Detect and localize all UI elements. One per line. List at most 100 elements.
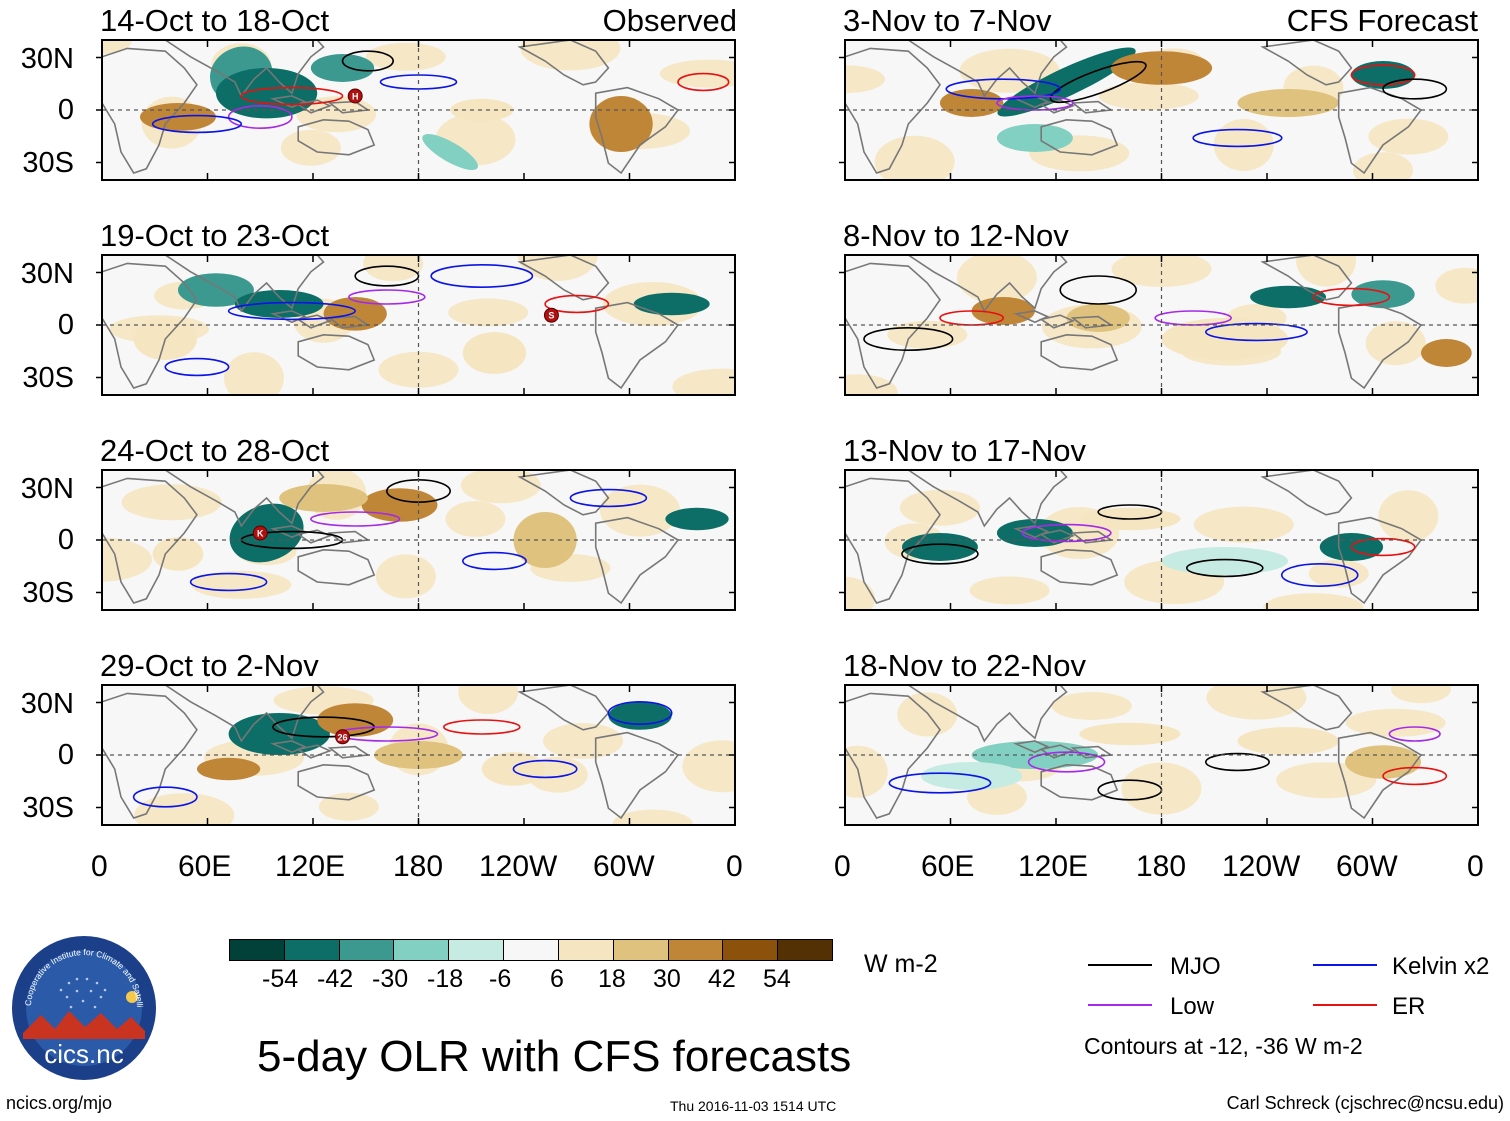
observed-map-panel [102, 685, 735, 825]
lon-label-0: 0 [91, 850, 108, 883]
coastline [1040, 548, 1119, 586]
lon-label-120e: 120E [1018, 850, 1089, 883]
coastline [1260, 685, 1353, 731]
coastline [1039, 744, 1076, 759]
coastline [906, 40, 1068, 98]
olr-anomaly-field [318, 792, 379, 821]
olr-anomaly-field [897, 692, 958, 737]
olr-anomaly-blob [633, 292, 710, 316]
lon-label-60w: 60W [1336, 850, 1398, 883]
observed-map-panel [102, 40, 735, 180]
coastline [270, 740, 307, 754]
coastline [1040, 118, 1119, 156]
olr-anomaly-field [363, 255, 424, 282]
lat-label-eq: 0 [57, 94, 74, 126]
filter-contour-er [939, 310, 1005, 326]
olr-anomaly-field [1368, 118, 1449, 155]
olr-anomaly-field [612, 809, 693, 825]
colorbar-swatch [449, 940, 505, 960]
coastline [102, 262, 198, 389]
coastline [1039, 314, 1076, 329]
olr-anomaly-field [296, 96, 377, 133]
lat-label-30s: 30S [22, 362, 74, 394]
filter-contour-kel [462, 551, 527, 571]
legend-swatches [1088, 964, 1377, 1006]
olr-anomaly-blob [1237, 727, 1339, 755]
lat-label-eq: 0 [57, 524, 74, 556]
coastline [163, 40, 325, 98]
olr-anomaly-blob [1421, 339, 1472, 367]
lat-label-30n: 30N [20, 258, 74, 290]
olr-anomaly-field [1111, 255, 1212, 287]
forecast-period-label-3: 13-Nov to 17-Nov [843, 433, 1086, 468]
coastline [845, 47, 941, 174]
footer-timestamp: Thu 2016-11-03 1514 UTC [670, 1098, 837, 1114]
filter-contour-mjo [341, 50, 394, 72]
coastline [1013, 740, 1050, 754]
olr-anomaly-blob [196, 757, 261, 781]
olr-anomaly-field [1345, 708, 1446, 737]
olr-anomaly-blob [1351, 61, 1415, 89]
coastline [297, 548, 376, 586]
coastline [1040, 763, 1119, 801]
footer-author: Carl Schreck (cjschrec@ncsu.edu) [1226, 1093, 1504, 1113]
filter-contour-low [1388, 726, 1441, 742]
lat-label-30s: 30S [22, 792, 74, 824]
lat-label-30s: 30S [22, 577, 74, 609]
olr-anomaly-blob [234, 290, 324, 318]
olr-anomaly-field [102, 40, 132, 54]
olr-anomaly-blob [361, 488, 438, 522]
coastline [296, 744, 333, 759]
observed-tag: Observed [602, 3, 737, 38]
olr-anomaly-blob [589, 96, 653, 152]
olr-anomaly-field [102, 537, 152, 582]
cics-logo: Cooperative Institute for Climate and Sa… [11, 935, 156, 1080]
filter-contour-kel [164, 357, 230, 377]
filter-contour-low [996, 95, 1074, 111]
olr-colorbar [229, 939, 833, 961]
olr-anomaly-field [448, 298, 529, 327]
colorbar-swatch [613, 940, 669, 960]
coastline [102, 477, 198, 604]
coastline [594, 301, 680, 390]
olr-anomaly-blob [608, 701, 672, 730]
page-title: 5-day OLR with CFS forecasts [257, 1032, 852, 1081]
olr-anomaly-blob [279, 484, 368, 512]
olr-anomaly-blob [152, 537, 204, 571]
svg-text:cics.nc: cics.nc [44, 1039, 123, 1069]
coastline [297, 118, 376, 156]
filter-contour-kel [1280, 562, 1359, 587]
filter-contour-kel [151, 114, 243, 134]
olr-anomaly-field [959, 48, 1060, 93]
contour-note: Contours at -12, -36 W m-2 [1084, 1033, 1363, 1059]
filter-contour-low [348, 289, 426, 305]
lon-label-60w: 60W [593, 850, 655, 883]
olr-anomaly-field [191, 570, 292, 599]
olr-anomaly-field [899, 489, 980, 526]
filter-contour-low [1154, 310, 1232, 326]
coastline [296, 99, 333, 114]
colorbar-label: -42 [317, 965, 354, 993]
olr-anomaly-field [682, 740, 735, 793]
filter-contour-kel [227, 301, 356, 321]
colorbar-label: -30 [372, 965, 409, 993]
forecast-period-label-2: 8-Nov to 12-Nov [843, 218, 1069, 253]
forecast-map-panel [845, 40, 1478, 180]
lat-label-30s: 30S [22, 147, 74, 179]
olr-anomaly-field [1263, 593, 1364, 610]
olr-anomaly-field [1098, 82, 1199, 110]
olr-anomaly-blob [971, 297, 1035, 325]
cyclone-mark: 26 [338, 732, 348, 742]
coastline [1337, 731, 1423, 820]
olr-anomaly-blob [997, 47, 1136, 117]
filter-contour-low [1027, 751, 1106, 773]
forecast-map-panel [845, 685, 1478, 825]
colorbar-label: 42 [708, 965, 736, 993]
coastline [1260, 40, 1353, 86]
footer-url[interactable]: ncics.org/mjo [6, 1093, 113, 1113]
colorbar-label: 6 [550, 965, 564, 993]
coastline [594, 86, 680, 175]
filter-contour-er [1382, 766, 1448, 786]
filter-contour-kel [189, 572, 268, 592]
coastline [845, 692, 941, 819]
